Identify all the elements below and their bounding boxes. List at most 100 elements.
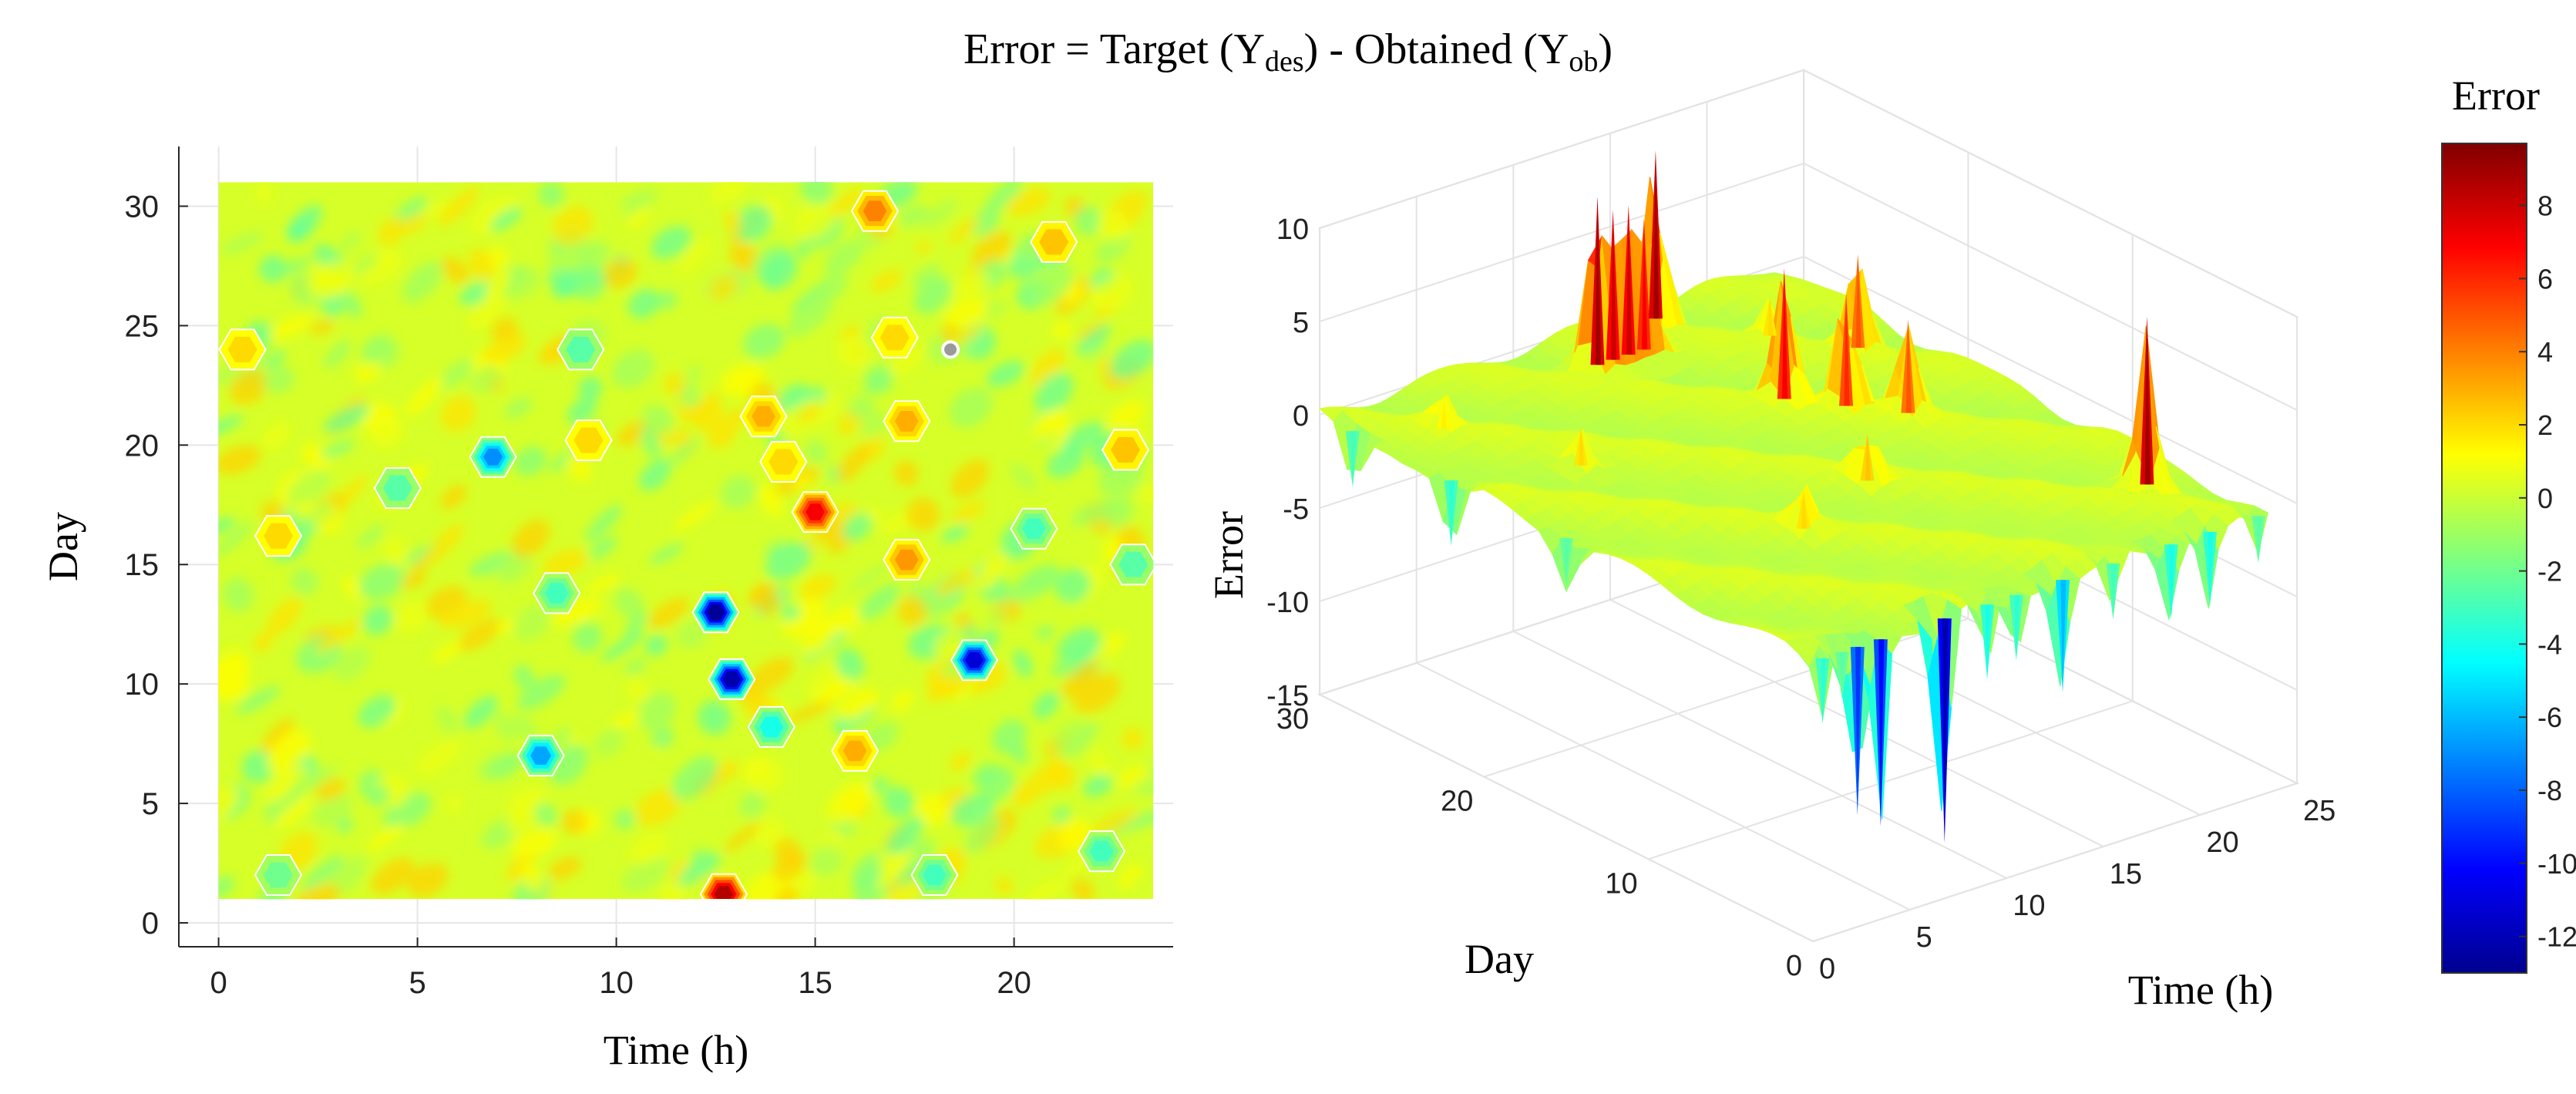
heatmap-texture-blob	[772, 851, 808, 882]
heatmap-texture-blob	[1105, 498, 1135, 527]
heatmap-texture-blob	[754, 818, 785, 848]
heatmap-texture-blob	[1033, 692, 1060, 719]
heatmap-texture-blob	[883, 786, 913, 818]
heatmap-texture-blob	[577, 241, 610, 272]
surface-z-tick-label: -10	[1266, 587, 1309, 619]
heatmap-texture-blob	[691, 848, 715, 876]
heatmap-feature	[883, 400, 931, 443]
surface-grid-z-side	[1803, 163, 2298, 411]
heatmap-texture-blob	[291, 567, 319, 595]
heatmap-texture-blob	[951, 500, 987, 523]
heatmap-texture-blob	[743, 323, 785, 358]
surface-peak	[1441, 400, 1448, 429]
heatmap-texture-blob	[301, 503, 335, 522]
heatmap-feature	[516, 735, 565, 777]
heatmap-texture-blob	[1110, 339, 1154, 379]
heatmap-texture-blob	[320, 439, 355, 459]
colorbar-tick-label: -12	[2537, 921, 2576, 953]
surface-mesh	[1318, 177, 2268, 820]
heatmap-texture-blob	[463, 695, 498, 729]
surface-valley	[1942, 618, 1949, 843]
heatmap-texture-blob	[842, 513, 873, 541]
colorbar-gradient	[2441, 143, 2527, 974]
heatmap-texture-blob	[517, 675, 566, 710]
heatmap-texture-blob	[752, 582, 780, 615]
heatmap-texture-blob	[734, 205, 772, 242]
heatmap-texture-blob	[941, 525, 969, 543]
heatmap-texture-blob	[644, 635, 668, 657]
heatmap-texture-blob	[432, 641, 463, 662]
heatmap-texture-blob	[794, 241, 812, 259]
colorbar-title: Error	[2452, 72, 2540, 119]
surface-y-label: Day	[1465, 936, 1534, 982]
heatmap-texture-blob	[982, 301, 1006, 318]
heatmap-texture-blob	[1118, 765, 1152, 786]
surface-valley	[1878, 639, 1885, 826]
heatmap-texture-blob	[916, 240, 932, 254]
heatmap-texture-blob	[627, 289, 661, 319]
heatmap-feature	[557, 328, 605, 371]
heatmap-texture-blob	[1095, 232, 1132, 264]
surface-x-tick-label: 15	[2110, 858, 2142, 890]
surface-valley	[2060, 580, 2067, 692]
heatmap-texture-blob	[567, 397, 597, 424]
surface-tick-labels: -15 -10 -5 0 5 10 0 10 20 30 0 5 10 15 20 25	[1266, 214, 2336, 985]
heatmap-datatip-marker[interactable]	[941, 340, 960, 359]
heatmap-texture-blob	[971, 231, 1012, 269]
heatmap-texture-blob	[724, 210, 742, 233]
heatmap-texture-blob	[584, 504, 622, 542]
heatmap-texture-blob	[294, 884, 341, 900]
heatmap-texture-blob	[378, 217, 408, 245]
heatmap-texture-blob	[218, 875, 235, 898]
heatmap-texture-blob	[268, 315, 313, 340]
heatmap-texture-blob	[438, 187, 479, 226]
title-sub-ob: ob	[1569, 45, 1598, 78]
heatmap-texture-blob	[574, 266, 608, 301]
surface-z-tick-label: -15	[1266, 680, 1309, 712]
heatmap-texture-blob	[253, 631, 274, 653]
surface-valley	[1820, 658, 1827, 724]
heatmap-texture-blob	[986, 360, 1025, 388]
heatmap-texture-blob	[906, 497, 940, 532]
surface-valley	[2169, 544, 2175, 620]
heatmap-texture-blob	[947, 217, 980, 244]
heatmap-texture-blob	[639, 459, 671, 491]
heatmap-texture-blob	[837, 688, 879, 722]
heatmap-texture-blob	[435, 705, 459, 733]
heatmap-texture-blob	[589, 536, 617, 560]
heatmap-texture-blob	[407, 862, 449, 898]
heatmap-feature	[910, 854, 959, 896]
heatmap-texture-blob	[468, 247, 494, 281]
heatmap-texture-blob	[1006, 187, 1051, 217]
surface-grid-x-floor	[1319, 694, 1814, 942]
heatmap-texture-blob	[467, 288, 509, 332]
heatmap-texture-blob	[493, 711, 516, 744]
heatmap-texture-blob	[594, 728, 624, 758]
heatmap-texture-blob	[533, 803, 557, 826]
heatmap-texture-blob	[358, 695, 397, 728]
heatmap-texture-blob	[1060, 659, 1099, 698]
heatmap-texture-blob	[977, 567, 999, 591]
heatmap-feature	[708, 658, 756, 700]
surface-x-tick-label: 25	[2303, 795, 2336, 827]
heatmap-texture-blob	[521, 861, 543, 893]
heatmap-texture-blob	[1047, 446, 1085, 478]
surface-x-tick-label: 0	[1819, 953, 1835, 985]
heatmap-texture-blob	[616, 420, 651, 446]
heatmap-texture-blob	[628, 204, 651, 229]
surface-x-label: Time (h)	[2128, 967, 2274, 1013]
colorbar-tick-label: -10	[2537, 848, 2576, 880]
figure-title: Error = Target (Ydes) - Obtained (Yob)	[963, 25, 1613, 78]
heatmap-texture-blob	[1061, 422, 1105, 454]
heatmap-texture-blob	[801, 574, 837, 600]
heatmap-texture-blob	[671, 756, 718, 800]
heatmap-texture-blob	[914, 276, 952, 315]
heatmap-texture-blob	[235, 686, 281, 715]
heatmap-texture-blob	[911, 263, 941, 288]
heatmap-texture-blob	[1083, 775, 1113, 797]
heatmap-texture-blob	[1097, 210, 1128, 241]
heatmap-feature	[699, 873, 748, 900]
heatmap-texture-blob	[341, 291, 362, 318]
heatmap-texture-blob	[816, 272, 848, 301]
heatmap-texture-blob	[415, 740, 461, 776]
